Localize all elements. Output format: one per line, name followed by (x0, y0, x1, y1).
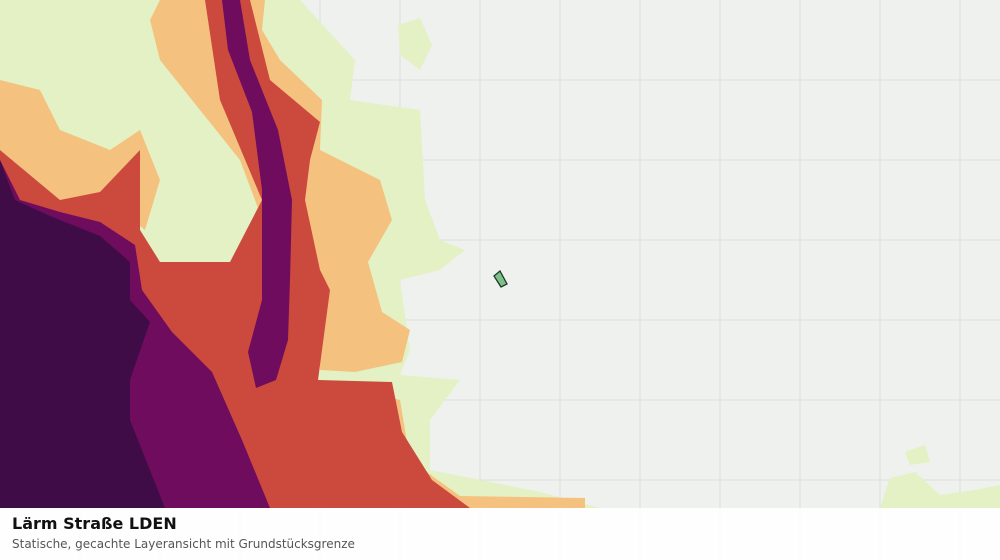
caption-panel (0, 508, 1000, 560)
noise-zone-low (880, 472, 1000, 508)
map-title: Lärm Straße LDEN (12, 514, 177, 533)
road-corridor (222, 0, 292, 388)
noise-zone-low (905, 445, 930, 465)
parcel-boundary[interactable] (493, 269, 508, 288)
noise-layer (0, 0, 1000, 508)
noise-zone-low (398, 18, 432, 70)
noise-zone-extreme (0, 160, 165, 508)
map-subtitle: Statische, gecachte Layeransicht mit Gru… (12, 537, 355, 551)
